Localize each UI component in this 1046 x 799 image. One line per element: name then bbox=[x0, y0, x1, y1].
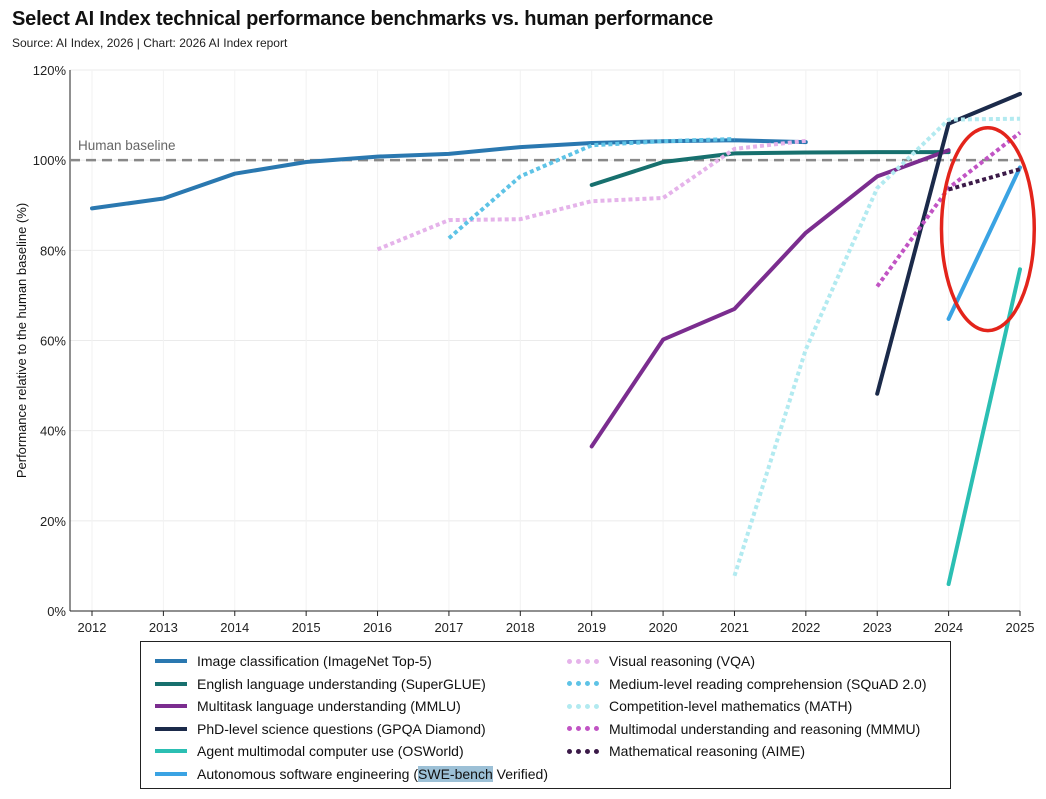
legend-label: Competition-level mathematics (MATH) bbox=[609, 698, 853, 715]
series-line-mathematical-reasoning-aime bbox=[948, 167, 1021, 192]
legend-swatch bbox=[155, 726, 187, 731]
legend-swatch bbox=[155, 771, 187, 776]
x-tick-label: 2013 bbox=[149, 620, 178, 635]
legend-label: Multimodal understanding and reasoning (… bbox=[609, 720, 921, 737]
series-line-competition-level-mathematics-math bbox=[732, 116, 1021, 577]
series-line-multitask-language-understanding-mmlu bbox=[589, 148, 951, 449]
legend-swatch bbox=[155, 681, 187, 686]
legend-item-multitask-language-understanding-mmlu: Multitask language understanding (MMLU) bbox=[155, 695, 548, 718]
x-tick-label: 2024 bbox=[934, 620, 963, 635]
legend-column-left: Image classification (ImageNet Top-5) Eng… bbox=[155, 650, 548, 785]
human-baseline-label: Human baseline bbox=[78, 138, 176, 153]
highlight-ellipse bbox=[939, 125, 1037, 333]
legend-swatch bbox=[155, 749, 187, 754]
x-tick-label: 2020 bbox=[649, 620, 678, 635]
y-tick-label: 80% bbox=[40, 243, 66, 258]
x-tick-label: 2019 bbox=[577, 620, 606, 635]
legend-label: English language understanding (SuperGLU… bbox=[197, 675, 486, 692]
series-line-phd-level-science-questions-gpqa-diamond bbox=[875, 91, 1022, 396]
legend-swatch bbox=[567, 658, 599, 664]
chart-subtitle: Source: AI Index, 2026 | Chart: 2026 AI … bbox=[12, 36, 288, 50]
legend-swatch bbox=[155, 659, 187, 664]
legend-swatch bbox=[567, 681, 599, 687]
legend-item-english-language-understanding-superglue: English language understanding (SuperGLU… bbox=[155, 673, 548, 696]
series-line-medium-level-reading-comprehension-squad-2-0 bbox=[447, 137, 735, 240]
legend-item-agent-multimodal-computer-use-osworld: Agent multimodal computer use (OSWorld) bbox=[155, 740, 548, 763]
legend-item-visual-reasoning-vqa: Visual reasoning (VQA) bbox=[567, 650, 926, 673]
x-tick-label: 2015 bbox=[292, 620, 321, 635]
x-tick-label: 2023 bbox=[863, 620, 892, 635]
legend-item-medium-level-reading-comprehension-squad-2-0: Medium-level reading comprehension (SQuA… bbox=[567, 673, 926, 696]
x-tick-label: 2017 bbox=[434, 620, 463, 635]
chart-legend: Image classification (ImageNet Top-5) Eng… bbox=[140, 641, 951, 789]
legend-label: Image classification (ImageNet Top-5) bbox=[197, 653, 432, 670]
legend-label-highlight: SWE-bench bbox=[418, 765, 493, 782]
legend-swatch bbox=[567, 748, 599, 754]
x-tick-label: 2012 bbox=[78, 620, 107, 635]
legend-label: Agent multimodal computer use (OSWorld) bbox=[197, 743, 464, 760]
series-line-visual-reasoning-vqa bbox=[376, 138, 807, 252]
legend-swatch bbox=[567, 703, 599, 709]
y-tick-label: 20% bbox=[40, 514, 66, 529]
legend-item-autonomous-software-engineering-swe-bench-verified: Autonomous software engineering (SWE-ben… bbox=[155, 763, 548, 786]
legend-item-multimodal-understanding-and-reasoning-mmmu: Multimodal understanding and reasoning (… bbox=[567, 718, 926, 741]
legend-item-competition-level-mathematics-math: Competition-level mathematics (MATH) bbox=[567, 695, 926, 718]
legend-swatch bbox=[155, 704, 187, 709]
y-tick-label: 60% bbox=[40, 334, 66, 349]
legend-label: Mathematical reasoning (AIME) bbox=[609, 743, 806, 760]
legend-item-image-classification-imagenet-top-5: Image classification (ImageNet Top-5) bbox=[155, 650, 548, 673]
y-tick-label: 40% bbox=[40, 424, 66, 439]
line-chart: 0% 20% 40% 60% 80% 100% 120% 2012 2013 2014 2015 20… bbox=[14, 63, 1037, 635]
series-line-autonomous-software-engineering-swe-bench-verified bbox=[946, 165, 1022, 321]
legend-column-right: Visual reasoning (VQA) Medium-level readi… bbox=[567, 650, 926, 763]
series-line-english-language-understanding-superglue bbox=[589, 150, 951, 187]
legend-label: Multitask language understanding (MMLU) bbox=[197, 698, 461, 715]
legend-swatch bbox=[567, 726, 599, 732]
y-tick-label: 100% bbox=[33, 153, 67, 168]
legend-label: PhD-level science questions (GPQA Diamon… bbox=[197, 720, 486, 737]
x-tick-label: 2014 bbox=[220, 620, 249, 635]
chart-title: Select AI Index technical performance be… bbox=[12, 8, 714, 30]
legend-label: Visual reasoning (VQA) bbox=[609, 653, 756, 670]
x-tick-label: 2025 bbox=[1006, 620, 1035, 635]
legend-item-phd-level-science-questions-gpqa-diamond: PhD-level science questions (GPQA Diamon… bbox=[155, 718, 548, 741]
y-axis-label: Performance relative to the human baseli… bbox=[14, 203, 29, 478]
legend-label: Medium-level reading comprehension (SQuA… bbox=[609, 675, 927, 692]
y-tick-label: 120% bbox=[33, 63, 67, 78]
legend-label: Autonomous software engineering (SWE-ben… bbox=[197, 765, 548, 782]
x-tick-label: 2021 bbox=[720, 620, 749, 635]
x-tick-label: 2016 bbox=[363, 620, 392, 635]
y-tick-label: 0% bbox=[47, 604, 66, 619]
legend-item-mathematical-reasoning-aime: Mathematical reasoning (AIME) bbox=[567, 740, 926, 763]
x-tick-label: 2022 bbox=[791, 620, 820, 635]
x-tick-label: 2018 bbox=[506, 620, 535, 635]
